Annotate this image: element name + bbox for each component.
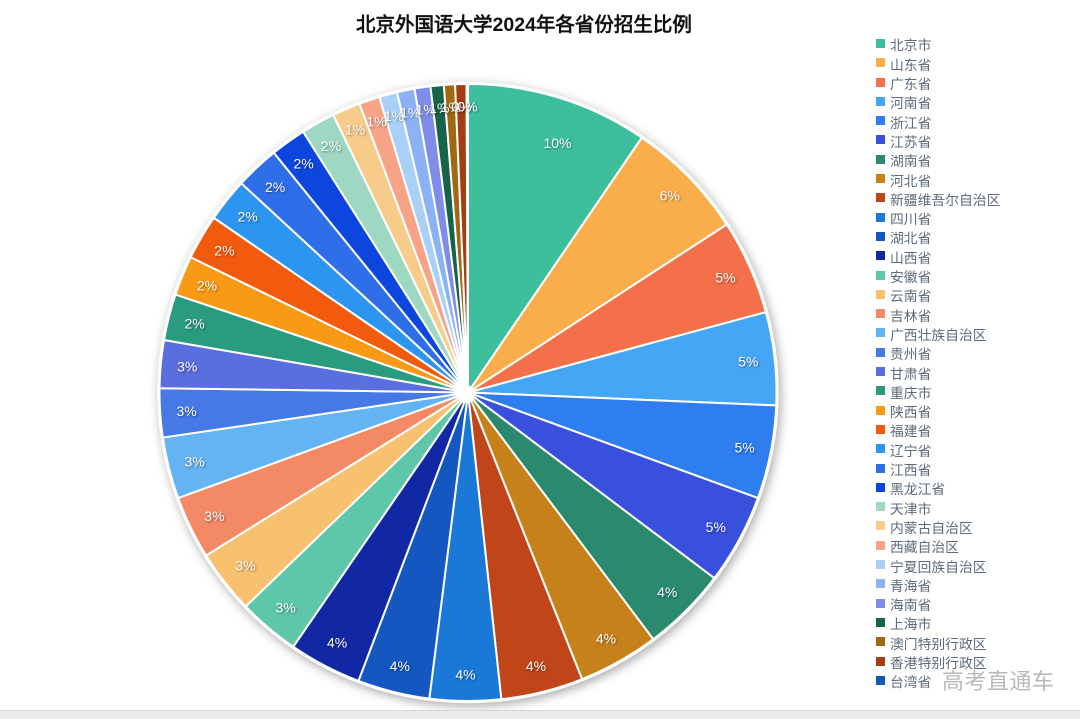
svg-text:3%: 3%	[184, 454, 204, 470]
svg-text:4%: 4%	[526, 658, 546, 674]
svg-text:3%: 3%	[176, 403, 196, 419]
svg-text:2%: 2%	[293, 155, 313, 171]
svg-text:4%: 4%	[327, 634, 347, 650]
svg-text:5%: 5%	[734, 439, 754, 455]
svg-text:1%: 1%	[416, 102, 436, 118]
svg-text:2%: 2%	[214, 242, 234, 258]
svg-text:2%: 2%	[321, 138, 341, 154]
svg-text:3%: 3%	[177, 359, 197, 375]
svg-text:4%: 4%	[596, 630, 616, 646]
svg-text:2%: 2%	[237, 209, 257, 225]
svg-text:5%: 5%	[738, 353, 758, 369]
svg-text:10%: 10%	[543, 135, 571, 151]
svg-text:0%: 0%	[457, 99, 477, 115]
svg-text:1%: 1%	[384, 108, 404, 124]
svg-text:6%: 6%	[660, 187, 680, 203]
svg-text:3%: 3%	[204, 508, 224, 524]
svg-text:5%: 5%	[715, 270, 735, 286]
svg-text:1%: 1%	[429, 100, 449, 116]
svg-text:1%: 1%	[400, 104, 420, 120]
svg-text:4%: 4%	[455, 667, 475, 683]
svg-text:2%: 2%	[265, 179, 285, 195]
svg-text:4%: 4%	[657, 584, 677, 600]
svg-text:3%: 3%	[235, 558, 255, 574]
svg-text:3%: 3%	[275, 600, 295, 616]
svg-text:4%: 4%	[390, 658, 410, 674]
svg-text:5%: 5%	[706, 519, 726, 535]
svg-text:1%: 1%	[366, 114, 386, 130]
svg-text:1%: 1%	[345, 122, 365, 138]
svg-text:2%: 2%	[184, 316, 204, 332]
svg-text:1%: 1%	[441, 99, 461, 115]
svg-text:0%: 0%	[451, 99, 471, 115]
svg-text:2%: 2%	[197, 278, 217, 294]
